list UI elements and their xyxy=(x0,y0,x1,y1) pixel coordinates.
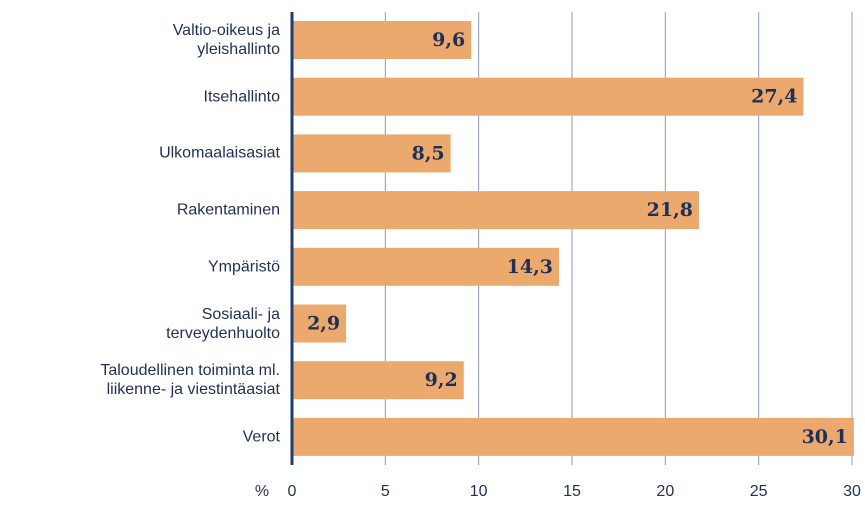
x-tick-label: 30 xyxy=(843,483,861,500)
category-label: Ympäristö xyxy=(207,258,280,276)
x-tick-label: 25 xyxy=(750,483,768,500)
bar xyxy=(292,247,559,286)
value-label: 14,3 xyxy=(507,256,553,278)
bar xyxy=(292,21,472,59)
bar xyxy=(292,361,464,400)
value-label: 30,1 xyxy=(802,426,848,448)
x-tick-label: 0 xyxy=(288,483,297,500)
x-tick-label: 20 xyxy=(656,483,674,500)
x-axis-label: % xyxy=(255,483,269,500)
category-label: Sosiaali- ja terveydenhuolto xyxy=(166,305,280,342)
x-tick-label: 15 xyxy=(563,483,581,500)
bar xyxy=(292,304,347,343)
bar xyxy=(292,134,451,173)
category-label: Taloudellinen toiminta ml. liikenne- ja … xyxy=(100,362,280,399)
category-label: Valtio-oikeus ja yleishallinto xyxy=(172,22,280,58)
category-label: Rakentaminen xyxy=(176,201,280,219)
category-label: Itsehallinto xyxy=(203,88,281,106)
value-label: 2,9 xyxy=(307,313,340,335)
x-tick-label: 10 xyxy=(470,483,488,500)
bar xyxy=(292,191,699,230)
value-label: 27,4 xyxy=(751,86,797,108)
value-label: 9,6 xyxy=(432,29,465,51)
x-tick-label: 5 xyxy=(381,483,390,500)
category-label: Ulkomaalaisasiat xyxy=(159,144,280,162)
bar xyxy=(292,417,854,456)
value-label: 8,5 xyxy=(412,142,445,164)
value-label: 21,8 xyxy=(647,199,693,221)
bar xyxy=(292,77,804,116)
category-label: Verot xyxy=(242,428,280,446)
value-label: 9,2 xyxy=(425,369,458,391)
